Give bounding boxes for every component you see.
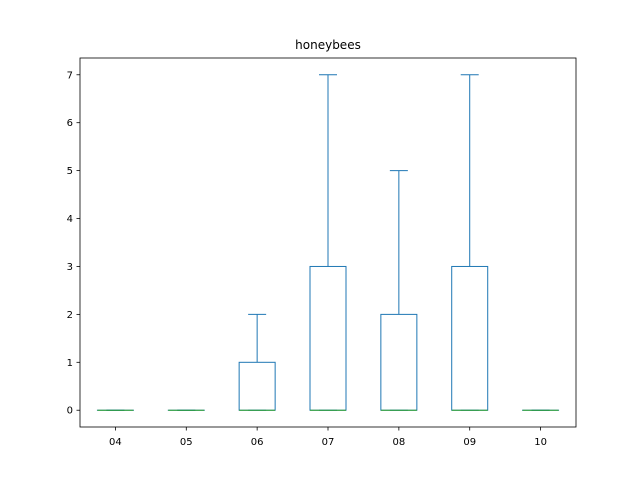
y-tick-label: 5 bbox=[67, 166, 73, 177]
box-08 bbox=[380, 170, 418, 411]
x-tick-label: 09 bbox=[463, 437, 476, 448]
y-axis: 0 1 2 3 4 5 6 7 bbox=[67, 70, 80, 417]
x-tick-label: 06 bbox=[251, 437, 264, 448]
x-tick-label: 04 bbox=[109, 437, 122, 448]
y-tick-label: 6 bbox=[67, 118, 73, 129]
y-tick-label: 7 bbox=[67, 70, 73, 81]
iqr-box bbox=[238, 361, 276, 411]
y-tick-label: 1 bbox=[67, 358, 73, 369]
y-tick-label: 2 bbox=[67, 310, 73, 321]
iqr-box bbox=[451, 265, 489, 411]
x-tick-label: 08 bbox=[392, 437, 405, 448]
iqr-box bbox=[380, 313, 418, 411]
y-tick-label: 4 bbox=[67, 214, 73, 225]
chart-title: honeybees bbox=[295, 38, 361, 52]
box-06 bbox=[238, 313, 276, 411]
x-tick-label: 05 bbox=[180, 437, 193, 448]
box-09 bbox=[451, 74, 489, 411]
x-tick-label: 07 bbox=[322, 437, 335, 448]
boxes-group bbox=[96, 74, 560, 411]
x-tick-label: 10 bbox=[534, 437, 547, 448]
y-tick-label: 0 bbox=[67, 406, 73, 417]
y-tick-label: 3 bbox=[67, 262, 73, 273]
box-07 bbox=[309, 74, 347, 411]
iqr-box bbox=[309, 265, 347, 411]
x-axis: 04 05 06 07 08 09 10 bbox=[109, 427, 547, 448]
